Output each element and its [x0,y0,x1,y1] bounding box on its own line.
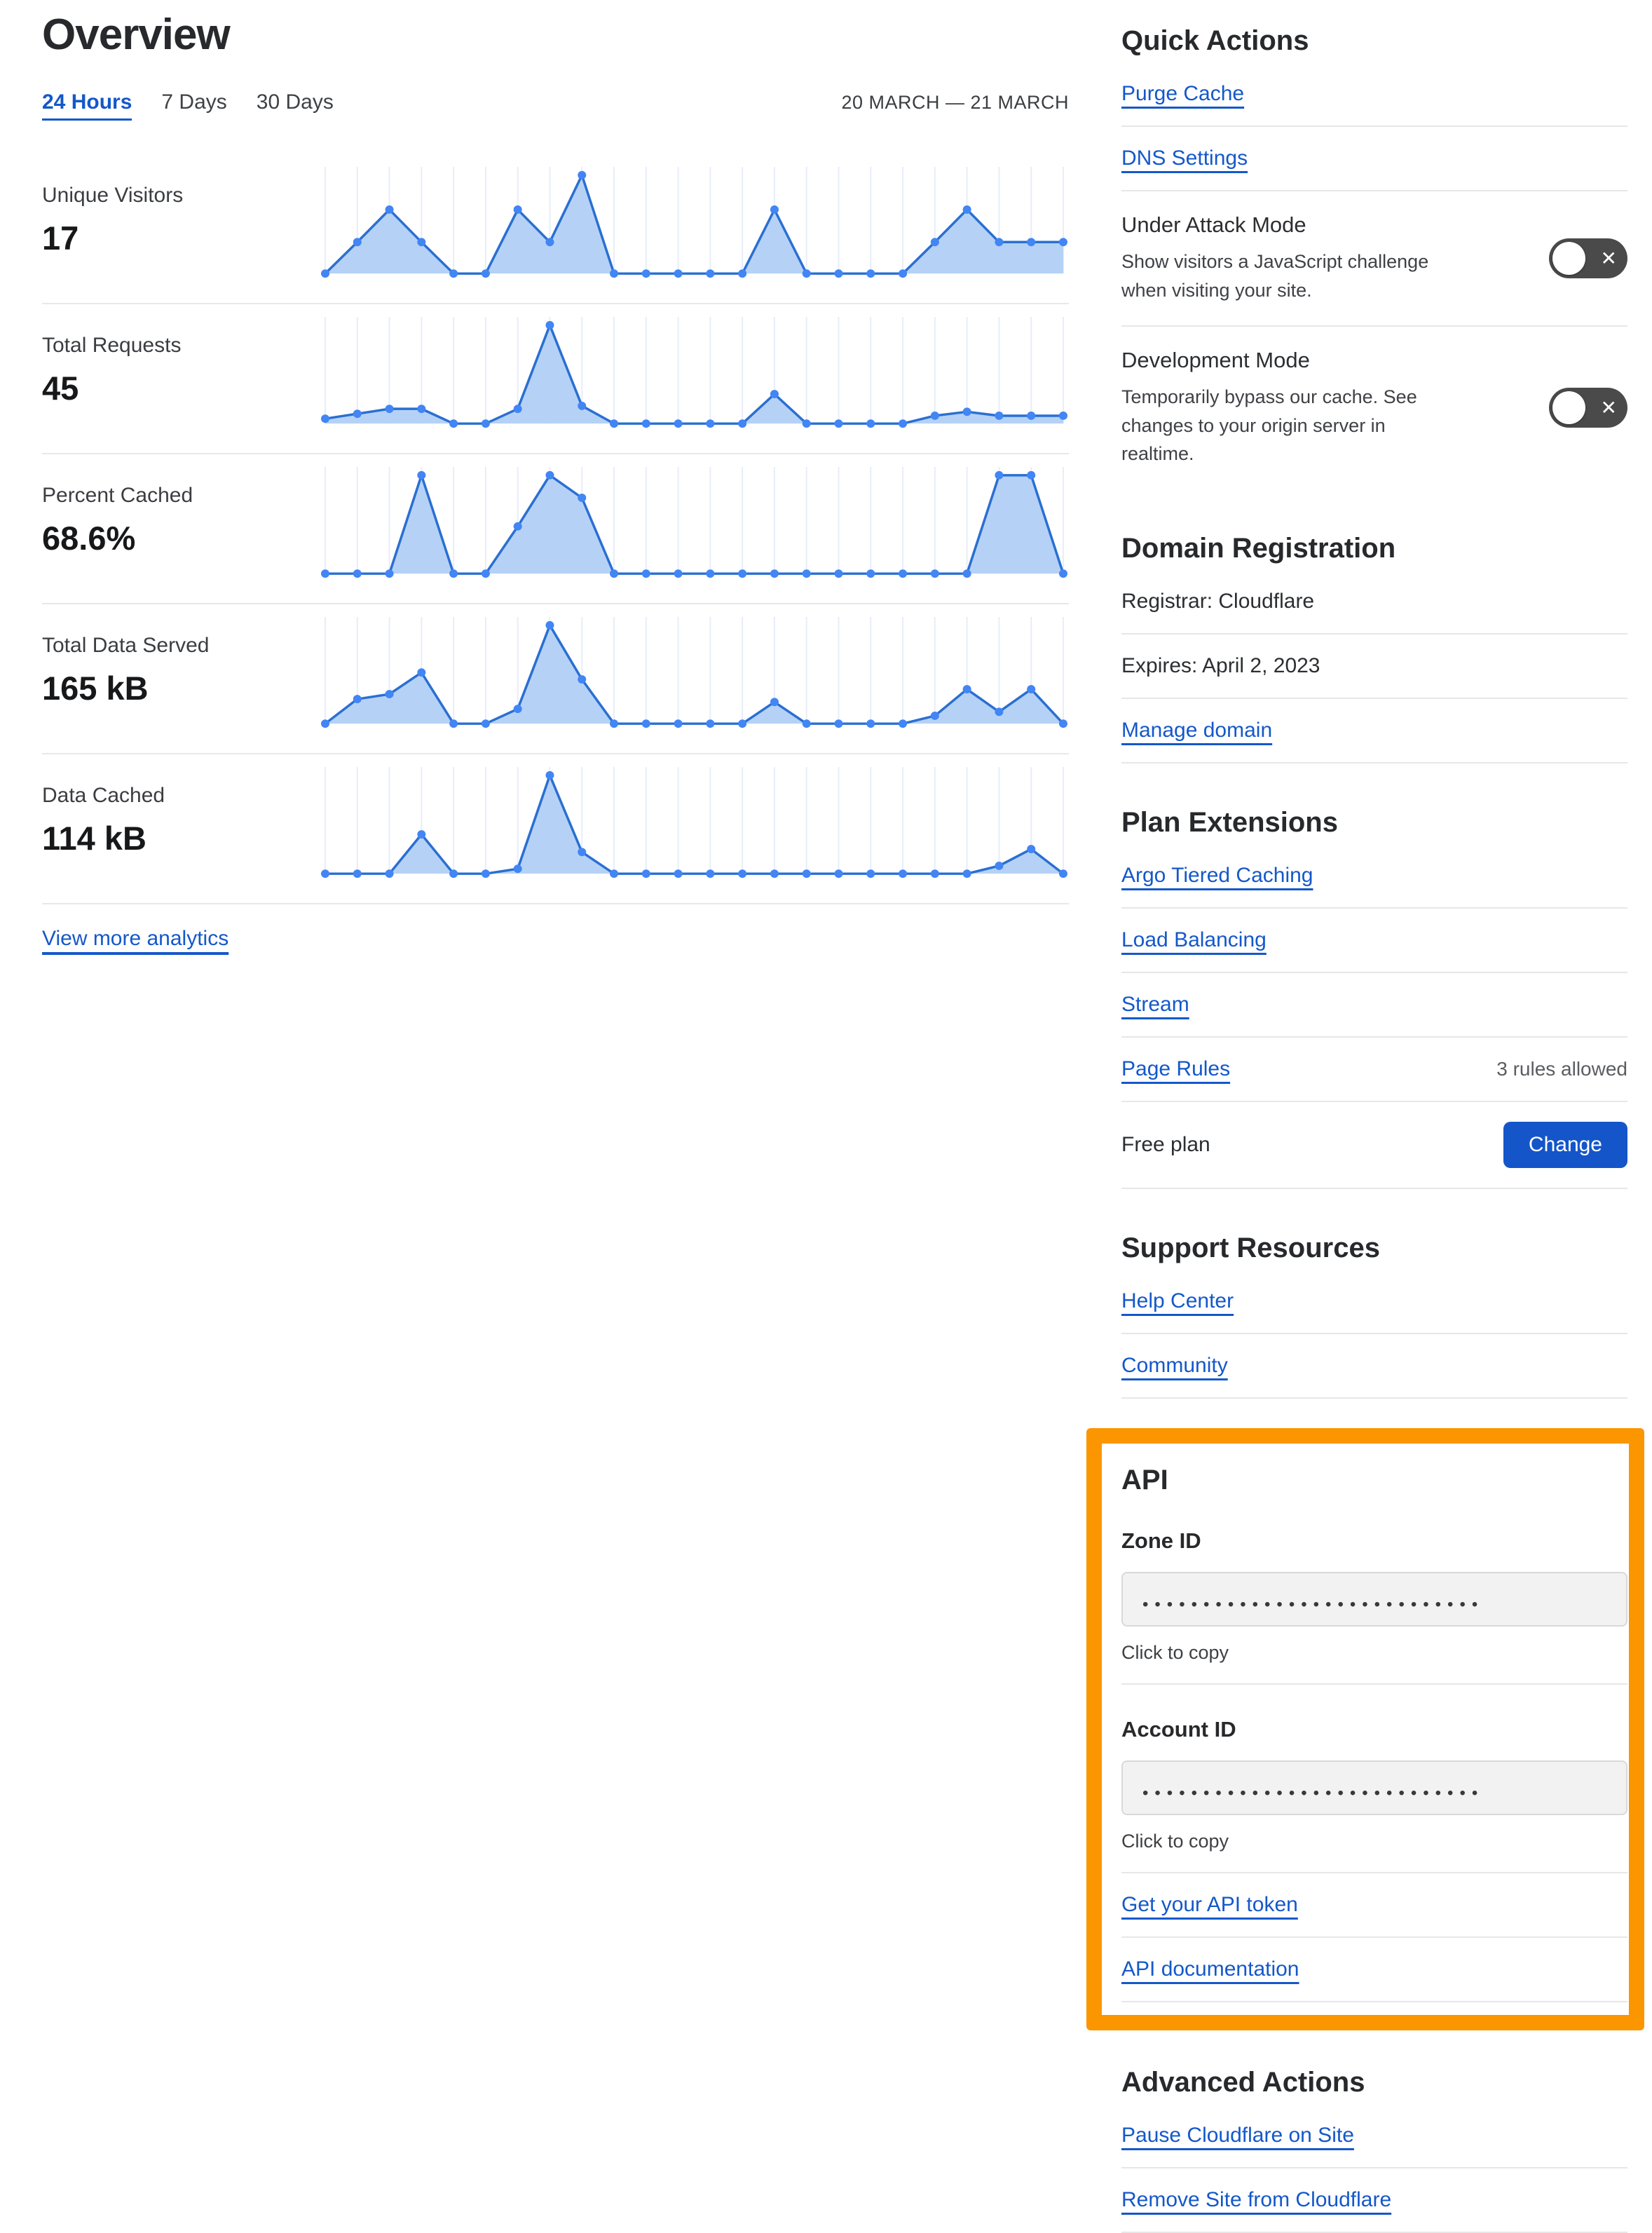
plan-extensions-heading: Plan Extensions [1121,806,1338,838]
remove-site-link[interactable]: Remove Site from Cloudflare [1121,2187,1392,2211]
development-mode-text: Development Mode Temporarily bypass our … [1121,348,1451,468]
sparkline-unique-visitors [320,165,1069,285]
community-link[interactable]: Community [1121,1353,1228,1377]
help-center-row: Help Center [1121,1270,1627,1334]
manage-domain-row: Manage domain [1121,699,1627,763]
toggle-knob [1552,242,1585,275]
under-attack-mode-text: Under Attack Mode Show visitors a JavaSc… [1121,212,1451,304]
stream-link[interactable]: Stream [1121,992,1189,1016]
pause-cloudflare-link[interactable]: Pause Cloudflare on Site [1121,2123,1354,2147]
sparkline-data-cached [320,766,1069,885]
get-api-token-link[interactable]: Get your API token [1121,1892,1298,1916]
metric-label: Total Data Served [42,634,210,657]
dns-settings-row: DNS Settings [1121,127,1627,191]
metric-info: Total Requests 45 [42,304,320,453]
zone-id-copy-hint: Click to copy [1121,1642,1627,1685]
zone-id-masked-value: •••••••••••••••••••••••••••• [1142,1594,1484,1614]
metric-value: 114 kB [42,820,146,857]
api-documentation-link[interactable]: API documentation [1121,1957,1299,1981]
sparkline-percent-cached [320,466,1069,585]
sparkline-total-requests [320,315,1069,435]
change-plan-button[interactable]: Change [1503,1121,1627,1168]
metric-row-data-cached: Data Cached 114 kB [42,754,1069,904]
toggle-knob [1552,391,1585,425]
account-id-field[interactable]: •••••••••••••••••••••••••••• [1121,1760,1627,1815]
metric-value: 45 [42,369,79,407]
metric-value: 68.6% [42,520,136,557]
argo-tiered-caching-link[interactable]: Argo Tiered Caching [1121,863,1313,887]
metric-label: Unique Visitors [42,184,184,207]
page-rules-link[interactable]: Page Rules [1121,1057,1231,1080]
dns-settings-link[interactable]: DNS Settings [1121,147,1248,170]
expires-row: Expires: April 2, 2023 [1121,634,1627,699]
account-id-masked-value: •••••••••••••••••••••••••••• [1142,1783,1484,1803]
stream-row: Stream [1121,973,1627,1038]
toggle-off-x-icon: ✕ [1600,396,1617,419]
date-range-label: 20 MARCH — 21 MARCH [841,92,1069,113]
tab-24-hours[interactable]: 24 Hours [42,90,132,121]
plan-name-label: Free plan [1121,1132,1210,1156]
purge-cache-row: Purge Cache [1121,62,1627,127]
metric-row-total-data-served: Total Data Served 165 kB [42,604,1069,754]
page-rules-allowance: 3 rules allowed [1496,1057,1627,1080]
support-resources-heading: Support Resources [1121,1232,1380,1263]
metric-value: 17 [42,219,79,257]
tab-30-days[interactable]: 30 Days [256,90,334,114]
time-range-tabs: 24 Hours 7 Days 30 Days 20 MARCH — 21 MA… [42,90,1069,121]
under-attack-mode-row: Under Attack Mode Show visitors a JavaSc… [1121,191,1627,327]
under-attack-mode-description: Show visitors a JavaScript challenge whe… [1121,251,1429,301]
page-title: Overview [42,11,231,59]
quick-actions-heading: Quick Actions [1121,25,1309,56]
account-id-copy-hint: Click to copy [1121,1831,1627,1873]
development-mode-description: Temporarily bypass our cache. See change… [1121,386,1417,464]
sidebar-panel: Quick Actions Purge Cache DNS Settings U… [1086,0,1644,2233]
api-heading: API [1121,1464,1168,1495]
help-center-link[interactable]: Help Center [1121,1289,1234,1312]
metric-row-percent-cached: Percent Cached 68.6% [42,454,1069,604]
advanced-actions-heading: Advanced Actions [1121,2066,1365,2098]
metric-label: Percent Cached [42,484,193,507]
analytics-panel: Overview 24 Hours 7 Days 30 Days 20 MARC… [42,0,1069,2233]
metrics-list: Unique Visitors 17 Total Requests 45 Per… [42,154,1069,904]
argo-tiered-caching-row: Argo Tiered Caching [1121,844,1627,909]
metric-info: Unique Visitors 17 [42,154,320,303]
api-token-row: Get your API token [1121,1873,1627,1938]
view-more-analytics-link[interactable]: View more analytics [42,927,229,950]
under-attack-mode-title: Under Attack Mode [1121,212,1306,237]
metric-row-total-requests: Total Requests 45 [42,304,1069,454]
development-mode-title: Development Mode [1121,348,1310,372]
pause-cloudflare-row: Pause Cloudflare on Site [1121,2104,1627,2168]
metric-value: 165 kB [42,670,149,707]
sparkline-total-data-served [320,616,1069,735]
api-documentation-row: API documentation [1121,1938,1627,2002]
page-rules-row: Page Rules 3 rules allowed [1121,1038,1627,1102]
manage-domain-link[interactable]: Manage domain [1121,718,1273,742]
metric-info: Percent Cached 68.6% [42,454,320,603]
under-attack-mode-toggle[interactable]: ✕ [1549,238,1627,278]
community-row: Community [1121,1334,1627,1399]
development-mode-row: Development Mode Temporarily bypass our … [1121,327,1627,489]
zone-id-field[interactable]: •••••••••••••••••••••••••••• [1121,1571,1627,1627]
domain-registration-heading: Domain Registration [1121,532,1396,564]
load-balancing-row: Load Balancing [1121,909,1627,973]
metric-info: Total Data Served 165 kB [42,604,320,753]
metric-info: Data Cached 114 kB [42,754,320,903]
registrar-row: Registrar: Cloudflare [1121,570,1627,634]
account-id-label: Account ID [1121,1716,1236,1742]
tab-7-days[interactable]: 7 Days [161,90,227,114]
purge-cache-link[interactable]: Purge Cache [1121,82,1245,105]
toggle-off-x-icon: ✕ [1600,247,1617,269]
metric-row-unique-visitors: Unique Visitors 17 [42,154,1069,304]
plan-row: Free plan Change [1121,1102,1627,1189]
development-mode-toggle[interactable]: ✕ [1549,388,1627,428]
zone-id-label: Zone ID [1121,1528,1201,1553]
load-balancing-link[interactable]: Load Balancing [1121,928,1267,951]
metric-label: Total Requests [42,334,182,357]
remove-site-row: Remove Site from Cloudflare [1121,2168,1627,2233]
api-section-highlight: API Zone ID ••••••••••••••••••••••••••••… [1086,1427,1644,2030]
metric-label: Data Cached [42,784,165,807]
